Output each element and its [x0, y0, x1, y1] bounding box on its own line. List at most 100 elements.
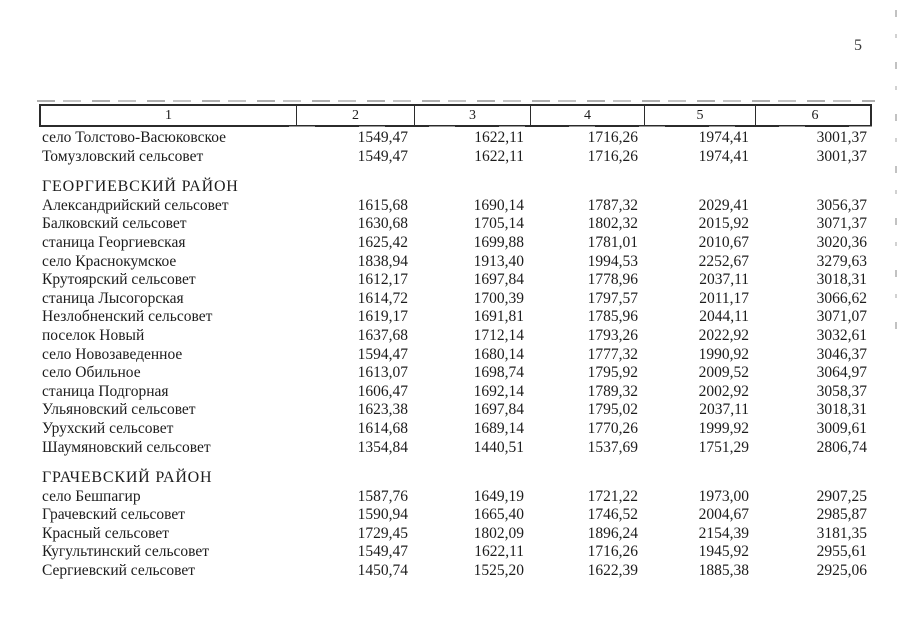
- value-cell: 1729,45: [357, 524, 408, 542]
- name-cell: село Толстово-Васюковское: [42, 129, 227, 146]
- value-cell: 1606,47: [357, 382, 408, 400]
- header-cell: 6: [811, 108, 819, 123]
- value-cell: 1549,47: [357, 543, 408, 561]
- table-row: Красный сельсовет 1729,45 1802,09 1896,24 21…: [39, 525, 872, 544]
- value-cell: 1697,84: [473, 271, 524, 289]
- value-cell: 3018,31: [816, 401, 867, 419]
- value-cell: 2010,67: [698, 233, 749, 251]
- value-cell: 1795,02: [587, 401, 638, 419]
- value-cell: 1649,19: [473, 487, 524, 505]
- value-cell: 1705,14: [473, 215, 524, 233]
- value-cell: 1699,88: [473, 233, 524, 251]
- value-cell: 1622,39: [587, 562, 638, 580]
- table-row: Томузловский сельсовет 1549,47 1622,11 1716…: [39, 148, 872, 167]
- name-cell: село Бешпагир: [42, 487, 141, 505]
- value-cell: 1789,32: [587, 382, 638, 400]
- value-cell: 1974,41: [698, 147, 749, 165]
- name-cell: станица Лысогорская: [42, 289, 184, 307]
- value-cell: 1781,01: [587, 233, 638, 251]
- value-cell: 1590,94: [357, 506, 408, 524]
- value-cell: 1994,53: [587, 252, 638, 270]
- name-cell: село Новозаведенное: [42, 345, 183, 363]
- name-cell: станица Подгорная: [42, 382, 169, 400]
- name-cell: Красный сельсовет: [42, 524, 169, 542]
- value-cell: 3046,37: [816, 345, 867, 363]
- section-title: ГЕОРГИЕВСКИЙ РАЙОН: [42, 178, 239, 196]
- table-row: станица Подгорная 1606,47 1692,14 1789,32 20…: [39, 383, 872, 402]
- value-cell: 1974,41: [698, 129, 749, 146]
- table-row: станица Лысогорская 1614,72 1700,39 1797,57…: [39, 290, 872, 309]
- value-cell: 1692,14: [473, 382, 524, 400]
- value-cell: 1594,47: [357, 345, 408, 363]
- value-cell: 2037,11: [699, 401, 749, 419]
- table-body: село Толстово-Васюковское 1549,47 1622,11 1…: [39, 127, 872, 581]
- value-cell: 2009,52: [698, 364, 749, 382]
- value-cell: 1802,09: [473, 524, 524, 542]
- table-row: Балковский сельсовет 1630,68 1705,14 1802,3…: [39, 215, 872, 234]
- value-cell: 2015,92: [698, 215, 749, 233]
- value-cell: 2955,61: [816, 543, 867, 561]
- value-cell: 1945,92: [698, 543, 749, 561]
- value-cell: 1619,17: [357, 308, 408, 326]
- value-cell: 2022,92: [698, 326, 749, 344]
- name-cell: село Краснокумское: [42, 252, 177, 270]
- value-cell: 2806,74: [816, 438, 867, 456]
- value-cell: 2002,92: [698, 382, 749, 400]
- value-cell: 1614,68: [357, 419, 408, 437]
- value-cell: 1795,92: [587, 364, 638, 382]
- value-cell: 1614,72: [357, 289, 408, 307]
- value-cell: 1885,38: [698, 562, 749, 580]
- value-cell: 1622,11: [474, 129, 524, 146]
- value-cell: 3001,37: [816, 129, 867, 146]
- value-cell: 1625,42: [357, 233, 408, 251]
- table-row: Незлобненский сельсовет 1619,17 1691,81 178…: [39, 308, 872, 327]
- value-cell: 1913,40: [473, 252, 524, 270]
- value-cell: 3056,37: [816, 196, 867, 214]
- value-cell: 2154,39: [698, 524, 749, 542]
- value-cell: 1630,68: [357, 215, 408, 233]
- value-cell: 1549,47: [357, 147, 408, 165]
- value-cell: 1612,17: [357, 271, 408, 289]
- value-cell: 3071,37: [816, 215, 867, 233]
- value-cell: 1777,32: [587, 345, 638, 363]
- table-row: станица Георгиевская 1625,42 1699,88 1781,0…: [39, 234, 872, 253]
- value-cell: 1691,81: [473, 308, 524, 326]
- value-cell: 1637,68: [357, 326, 408, 344]
- value-cell: 2907,25: [816, 487, 867, 505]
- name-cell: Балковский сельсовет: [42, 215, 187, 233]
- table-row: село Обильное 1613,07 1698,74 1795,92 2009,5…: [39, 364, 872, 383]
- header-cell: 4: [531, 106, 645, 125]
- header-cell: 2: [297, 106, 415, 125]
- page-number: 5: [854, 37, 862, 54]
- value-cell: 1354,84: [357, 438, 408, 456]
- value-cell: 1690,14: [473, 196, 524, 214]
- value-cell: 1537,69: [587, 438, 638, 456]
- value-cell: 3064,97: [816, 364, 867, 382]
- table-row: село Краснокумское 1838,94 1913,40 1994,53 2…: [39, 253, 872, 272]
- value-cell: 1716,26: [587, 147, 638, 165]
- value-cell: 2011,17: [699, 289, 749, 307]
- value-cell: 2004,67: [698, 506, 749, 524]
- name-cell: поселок Новый: [42, 326, 145, 344]
- table-row: село Новозаведенное 1594,47 1680,14 1777,32…: [39, 346, 872, 365]
- value-cell: 1838,94: [357, 252, 408, 270]
- value-cell: 1751,29: [698, 438, 749, 456]
- value-cell: 1716,26: [587, 543, 638, 561]
- name-cell: Александрийский сельсовет: [42, 196, 229, 214]
- value-cell: 1896,24: [587, 524, 638, 542]
- value-cell: 3020,36: [816, 233, 867, 251]
- name-cell: село Обильное: [42, 364, 141, 382]
- value-cell: 3181,35: [816, 524, 867, 542]
- value-cell: 1450,74: [357, 562, 408, 580]
- value-cell: 1721,22: [587, 487, 638, 505]
- value-cell: 1793,26: [587, 326, 638, 344]
- section-title: ГРАЧЕВСКИЙ РАЙОН: [42, 469, 213, 487]
- value-cell: 3032,61: [816, 326, 867, 344]
- header-cell: 1: [41, 106, 297, 125]
- value-cell: 1613,07: [357, 364, 408, 382]
- value-cell: 1778,96: [587, 271, 638, 289]
- value-cell: 3058,37: [816, 382, 867, 400]
